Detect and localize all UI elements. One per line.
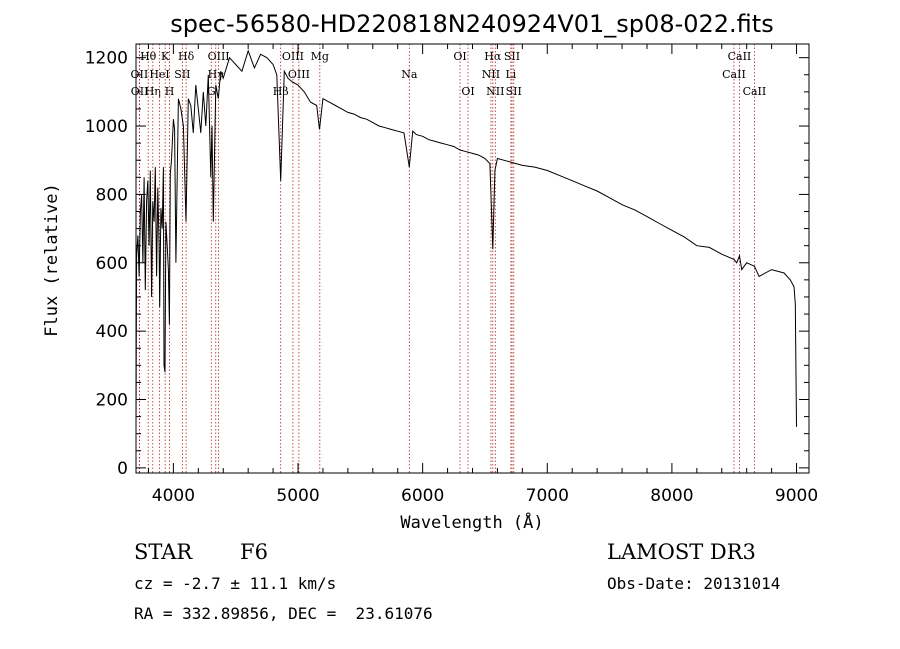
marker-label-25: CaII bbox=[728, 50, 752, 63]
marker-label-20: NII bbox=[482, 68, 500, 81]
x-tick-label-4: 8000 bbox=[650, 486, 693, 506]
x-tick-label-2: 6000 bbox=[401, 486, 444, 506]
x-tick-label-5: 9000 bbox=[775, 486, 818, 506]
marker-label-18: OI bbox=[461, 85, 474, 98]
marker-label-15: Mg bbox=[311, 50, 329, 63]
marker-label-11: G bbox=[207, 85, 216, 98]
y-axis-label: Flux (relative) bbox=[42, 183, 62, 337]
y-axis: 0 200 400 600 800 1000 1200 bbox=[85, 49, 809, 479]
spectrum-line bbox=[135, 49, 797, 427]
chart-title: spec-56580-HD220818N240924V01_sp08-022.f… bbox=[170, 10, 773, 38]
object-subclass: F6 bbox=[240, 540, 268, 564]
marker-label-17: OI bbox=[453, 50, 466, 63]
y-tick-label-4: 800 bbox=[96, 185, 128, 205]
y-tick-label-6: 1200 bbox=[85, 49, 128, 69]
coordinates: RA = 332.89856, DEC = 23.61076 bbox=[134, 604, 433, 623]
marker-label-16: Na bbox=[401, 68, 418, 81]
object-class: STAR bbox=[134, 540, 193, 564]
marker-label-26: CaII bbox=[722, 68, 746, 81]
obs-date: Obs-Date: 20131014 bbox=[607, 574, 781, 593]
marker-label-23: Li bbox=[505, 68, 516, 81]
marker-label-22: SII bbox=[504, 50, 520, 63]
marker-label-7: Hδ bbox=[178, 50, 195, 63]
x-axis-label: Wavelength (Å) bbox=[400, 511, 543, 533]
marker-label-27: CaII bbox=[743, 85, 767, 98]
marker-label-24: SII bbox=[506, 85, 522, 98]
line-markers: HθOIIOIIHηHeIKHHδSIIOIIIHγGHβOIIIOIIIMgN… bbox=[131, 44, 767, 473]
survey-name: LAMOST DR3 bbox=[607, 540, 756, 564]
marker-label-8: SII bbox=[174, 68, 190, 81]
x-tick-label-1: 5000 bbox=[276, 486, 319, 506]
marker-label-21: NII bbox=[486, 85, 504, 98]
redshift-text: cz = -2.7 ± 11.1 km/s bbox=[134, 574, 337, 593]
marker-label-4: HeI bbox=[149, 68, 169, 81]
spectrum-series bbox=[135, 49, 797, 427]
x-axis: 4000 5000 6000 7000 8000 9000 bbox=[147, 44, 818, 506]
x-tick-label-3: 7000 bbox=[526, 486, 569, 506]
plot-frame bbox=[135, 43, 810, 474]
x-tick-label-0: 4000 bbox=[152, 486, 195, 506]
marker-label-9: OIII bbox=[208, 50, 230, 63]
marker-label-3: Hη bbox=[145, 85, 161, 98]
marker-label-5: K bbox=[161, 50, 170, 63]
y-tick-label-5: 1000 bbox=[85, 117, 128, 137]
marker-label-6: H bbox=[165, 85, 175, 98]
y-tick-label-3: 600 bbox=[96, 254, 128, 274]
marker-label-13: OIII bbox=[282, 50, 304, 63]
marker-label-12: Hβ bbox=[273, 85, 289, 98]
y-tick-label-1: 200 bbox=[96, 391, 128, 411]
marker-label-19: Hα bbox=[484, 50, 502, 63]
marker-label-0: Hθ bbox=[140, 50, 157, 63]
y-tick-label-0: 0 bbox=[117, 459, 128, 479]
marker-label-14: OIII bbox=[288, 68, 310, 81]
y-tick-label-2: 400 bbox=[96, 322, 128, 342]
